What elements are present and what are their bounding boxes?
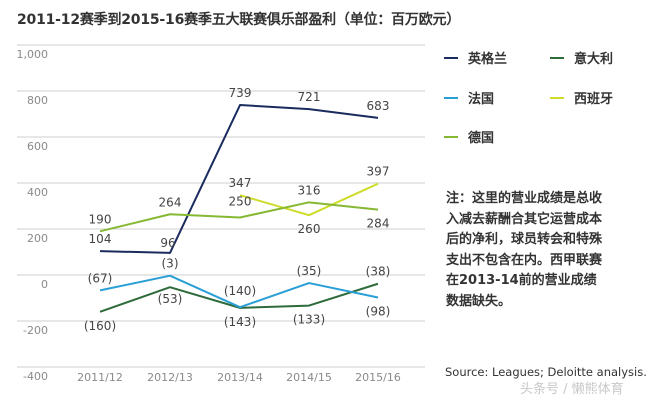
chart-title: 2011-12赛季到2015-16赛季五大联赛俱乐部盈利（单位：百万欧元） xyxy=(17,12,461,28)
y-tick-label: -200 xyxy=(23,324,48,337)
data-label: (140) xyxy=(224,284,256,298)
x-tick-label: 2015/16 xyxy=(355,371,401,384)
legend-item-spain: 西班牙 xyxy=(550,88,613,107)
legend-swatch xyxy=(550,56,564,59)
note-line: 支出不包含在内。西甲联赛 xyxy=(446,252,603,268)
series-lines xyxy=(99,104,379,313)
data-label: 96 xyxy=(160,236,175,250)
data-label: (38) xyxy=(366,265,391,279)
gridlines xyxy=(17,44,425,368)
data-label: 260 xyxy=(298,222,321,236)
y-tick-label: 600 xyxy=(27,140,48,153)
data-label: 250 xyxy=(229,195,252,209)
legend-item-france: 法国 xyxy=(444,88,494,107)
source-text: Source: Leagues; Deloitte analysis. xyxy=(445,365,647,379)
x-tick-label: 2013/14 xyxy=(217,371,263,384)
series-line-3 xyxy=(239,182,379,217)
data-label: 104 xyxy=(89,232,112,246)
y-tick-label: 1,000 xyxy=(17,48,49,61)
legend-item-germany: 德国 xyxy=(444,127,494,146)
legend-label: 德国 xyxy=(468,131,495,146)
data-label: 721 xyxy=(298,90,321,104)
data-labels: 104 96 739 721 683 (160) (53) (143) (133) (38) (67… xyxy=(84,86,390,333)
y-tick-label: 800 xyxy=(27,94,48,107)
legend-swatch xyxy=(550,96,564,99)
data-label: (160) xyxy=(84,319,116,333)
y-tick-label: 200 xyxy=(27,232,48,245)
data-label: (53) xyxy=(158,292,183,306)
x-tick-label: 2011/12 xyxy=(77,371,123,384)
data-label: 264 xyxy=(159,195,182,209)
data-label: 739 xyxy=(229,86,252,100)
y-tick-label: 400 xyxy=(27,186,48,199)
x-axis-ticks: 2011/12 2012/13 2013/14 2014/15 2015/16 xyxy=(77,371,401,384)
watermark: 头条号 / 懒熊体育 xyxy=(520,382,624,397)
data-label: 190 xyxy=(89,212,112,226)
y-tick-label: -400 xyxy=(23,370,48,383)
data-label: (35) xyxy=(297,264,322,278)
data-label: (98) xyxy=(366,305,391,319)
y-tick-label: 0 xyxy=(41,278,48,291)
x-tick-label: 2014/15 xyxy=(286,371,332,384)
y-axis-ticks: 1,000 800 600 400 200 0 -200 -400 xyxy=(17,48,49,383)
note-line: 入减去薪酬合其它运营成本 xyxy=(446,211,603,227)
data-label: 397 xyxy=(367,165,390,179)
data-label: 347 xyxy=(229,176,252,190)
legend-label: 意大利 xyxy=(574,52,614,67)
legend-swatch xyxy=(444,135,458,138)
x-tick-label: 2012/13 xyxy=(147,371,193,384)
legend-swatch xyxy=(444,96,458,99)
data-label: (143) xyxy=(224,315,256,329)
note-line: 后的净利，球员转会和特殊 xyxy=(446,232,603,247)
data-label: (67) xyxy=(88,271,113,285)
data-label: 284 xyxy=(367,217,390,231)
data-label: 683 xyxy=(367,99,390,113)
data-label: 316 xyxy=(298,183,321,197)
note-line: 数据缺失。 xyxy=(446,293,512,309)
chart-note: 注：这里的营业成绩是总收 入减去薪酬合其它运营成本 后的净利，球员转会和特殊 支… xyxy=(446,189,626,312)
legend-label: 英格兰 xyxy=(468,52,508,67)
data-label: (133) xyxy=(293,313,325,327)
legend-label: 西班牙 xyxy=(574,92,614,107)
note-line: 注：这里的营业成绩是总收 xyxy=(446,191,603,206)
legend-item-england: 英格兰 xyxy=(444,48,507,67)
series-line-4 xyxy=(99,201,379,233)
data-label: (3) xyxy=(162,257,179,271)
note-line: 在2013-14前的营业成绩 xyxy=(446,273,597,288)
series-line-2 xyxy=(99,274,379,309)
legend-item-italy: 意大利 xyxy=(550,48,613,67)
legend-swatch xyxy=(444,56,458,59)
series-line-0 xyxy=(99,104,379,254)
legend-label: 法国 xyxy=(468,92,495,107)
